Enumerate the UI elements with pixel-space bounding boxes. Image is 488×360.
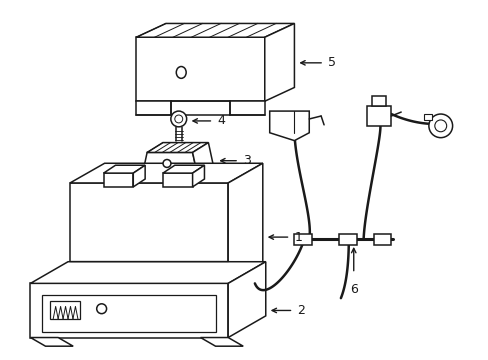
Text: 6: 6 bbox=[349, 283, 357, 296]
Bar bbox=[371, 96, 386, 106]
Polygon shape bbox=[200, 338, 243, 346]
Circle shape bbox=[170, 111, 186, 127]
Text: 3: 3 bbox=[243, 154, 250, 167]
Bar bbox=[163, 173, 192, 187]
Polygon shape bbox=[192, 143, 214, 180]
Polygon shape bbox=[147, 143, 208, 152]
Text: 4: 4 bbox=[217, 114, 225, 127]
Text: 5: 5 bbox=[327, 56, 335, 69]
Bar bbox=[103, 173, 133, 187]
Circle shape bbox=[163, 159, 171, 167]
Polygon shape bbox=[230, 101, 264, 115]
Bar bbox=[423, 114, 431, 120]
Bar bbox=[294, 234, 311, 245]
Circle shape bbox=[428, 114, 452, 138]
Polygon shape bbox=[228, 262, 265, 338]
Polygon shape bbox=[141, 152, 198, 180]
Bar bbox=[70, 183, 228, 291]
Polygon shape bbox=[264, 23, 294, 101]
Bar bbox=[50, 301, 80, 319]
Bar bbox=[338, 234, 356, 245]
Bar bbox=[136, 37, 264, 101]
Polygon shape bbox=[269, 111, 308, 141]
Polygon shape bbox=[163, 165, 204, 173]
Bar bbox=[366, 106, 390, 126]
Bar bbox=[373, 234, 390, 245]
Bar bbox=[42, 295, 216, 332]
Polygon shape bbox=[103, 165, 145, 173]
Polygon shape bbox=[30, 262, 265, 283]
Polygon shape bbox=[133, 165, 145, 187]
Ellipse shape bbox=[176, 67, 186, 78]
Circle shape bbox=[97, 304, 106, 314]
Polygon shape bbox=[136, 23, 294, 37]
Polygon shape bbox=[192, 165, 204, 187]
Text: 1: 1 bbox=[294, 231, 302, 244]
Polygon shape bbox=[30, 338, 73, 346]
Polygon shape bbox=[70, 163, 262, 183]
Circle shape bbox=[434, 120, 446, 132]
Bar bbox=[30, 283, 228, 338]
Polygon shape bbox=[228, 163, 262, 291]
Polygon shape bbox=[136, 101, 170, 115]
Text: 2: 2 bbox=[297, 304, 305, 317]
Circle shape bbox=[174, 115, 183, 123]
